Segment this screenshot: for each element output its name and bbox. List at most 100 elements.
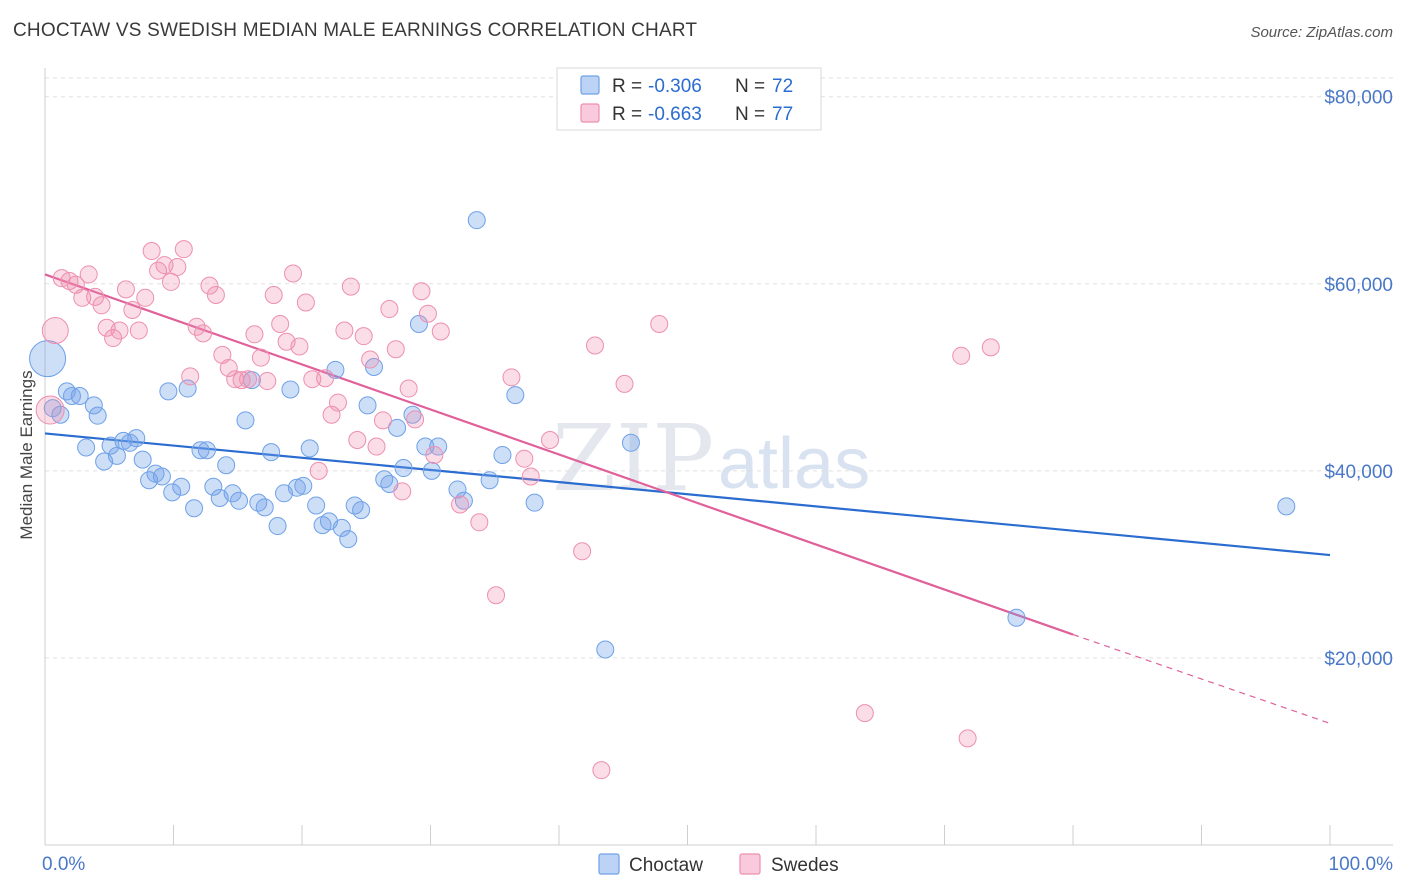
source-credit: Source: ZipAtlas.com [1250,24,1393,41]
swedes-point-61 [431,322,450,341]
bottom-legend-swatch-choctaw [598,853,620,875]
choctaw-point-40 [294,476,313,495]
choctaw-point-69 [621,433,640,452]
choctaw-point-2 [51,405,70,424]
swedes-point-40 [296,293,315,312]
swedes-point-69 [573,542,592,561]
choctaw-point-8 [88,406,107,425]
choctaw-point-4 [62,387,81,406]
legend-r-value-swedes: -0.663 [648,104,702,125]
choctaw-point-28 [217,456,236,475]
swedes-point-8 [92,296,111,315]
swedes-trend-line [44,273,1074,636]
swedes-point-45 [328,393,347,412]
choctaw-point-63 [467,211,486,230]
bottom-legend-label-choctaw: Choctaw [629,855,703,876]
swedes-point-54 [386,340,405,359]
swedes-point-36 [271,315,290,334]
choctaw-point-48 [345,496,364,515]
swedes-point-72 [615,374,634,393]
correlation-legend: R = -0.306 N = 72 R = -0.663 N = 77 [556,67,822,131]
legend-n-value-swedes: 77 [772,104,793,125]
swedes-point-47 [341,277,360,296]
x-tick-labels: 0.0% 100.0% [42,854,1393,875]
choctaw-point-11 [107,446,126,465]
choctaw-point-59 [422,461,441,480]
swedes-point-43 [316,369,335,388]
choctaw-point-56 [403,405,422,424]
swedes-point-28 [219,358,238,377]
swedes-point-67 [521,467,540,486]
choctaw-point-55 [394,459,413,478]
legend-r-label-swedes: R = [612,104,642,125]
swedes-point-27 [213,345,232,364]
legend-r-value-choctaw: -0.306 [648,76,702,97]
swedes-point-29 [226,370,245,389]
legend-r-label-choctaw: R = [612,76,642,97]
swedes-point-71 [592,761,611,780]
choctaw-point-24 [191,441,210,460]
swedes-point-49 [354,327,373,346]
watermark-atlas: atlas [718,424,870,504]
legend-swatch-choctaw [580,75,600,95]
swedes-point-26 [206,286,225,305]
choctaw-point-18 [152,467,171,486]
swedes-point-63 [470,513,489,532]
series-legend: Choctaw Swedes [598,853,839,876]
swedes-point-53 [380,300,399,319]
bottom-legend-label-swedes: Swedes [771,855,839,876]
axes [44,68,1393,846]
choctaw-point-38 [281,380,300,399]
y-tick-label-2: $60,000 [1324,275,1393,296]
swedes-point-55 [393,482,412,501]
choctaw-point-66 [506,386,525,405]
swedes-point-60 [425,445,444,464]
swedes-point-56 [399,379,418,398]
swedes-point-62 [451,495,470,514]
choctaw-point-1 [43,399,62,418]
y-tick-label-3: $80,000 [1324,88,1393,109]
gridlines [45,77,1393,659]
legend-n-label-choctaw: N = [735,76,765,97]
choctaw-point-34 [255,498,274,517]
swedes-point-6 [79,265,98,284]
choctaw-point-25 [197,441,216,460]
choctaw-trend-line [44,432,1331,557]
swedes-point-75 [952,346,971,365]
choctaw-point-35 [262,443,281,462]
swedes-point-68 [541,430,560,449]
choctaw-point-26 [204,477,223,496]
swedes-point-65 [502,368,521,387]
choctaw-point-67 [525,493,544,512]
trend-lines [44,273,1331,724]
swedes-point-10 [104,329,123,348]
swedes-point-14 [129,321,148,340]
swedes-point-5 [73,288,92,307]
y-tick-label-0: $20,000 [1324,649,1393,670]
swedes-point-39 [290,337,309,356]
y-axis-label: Median Male Earnings [17,370,36,539]
swedes-point-38 [284,264,303,283]
swedes-point-58 [412,282,431,301]
swedes-point-16 [142,242,161,261]
swedes-point-59 [418,304,437,323]
swedes-point-0 [35,395,65,425]
swedes-point-34 [258,372,277,391]
swedes-point-12 [116,280,135,299]
swedes-point-23 [187,317,206,336]
choctaw-point-47 [339,530,358,549]
choctaw-point-31 [236,411,255,430]
choctaw-point-21 [172,477,191,496]
choctaw-point-49 [352,501,371,520]
swedes-point-15 [136,288,155,307]
choctaw-point-57 [409,315,428,334]
swedes-point-1 [41,317,69,345]
swedes-point-41 [303,370,322,389]
bottom-legend-swatch-swedes [739,853,761,875]
choctaw-point-50 [358,396,377,415]
choctaw-point-42 [307,496,326,515]
choctaw-point-71 [1277,497,1296,516]
swedes-point-4 [66,275,85,294]
swedes-point-20 [168,257,187,276]
